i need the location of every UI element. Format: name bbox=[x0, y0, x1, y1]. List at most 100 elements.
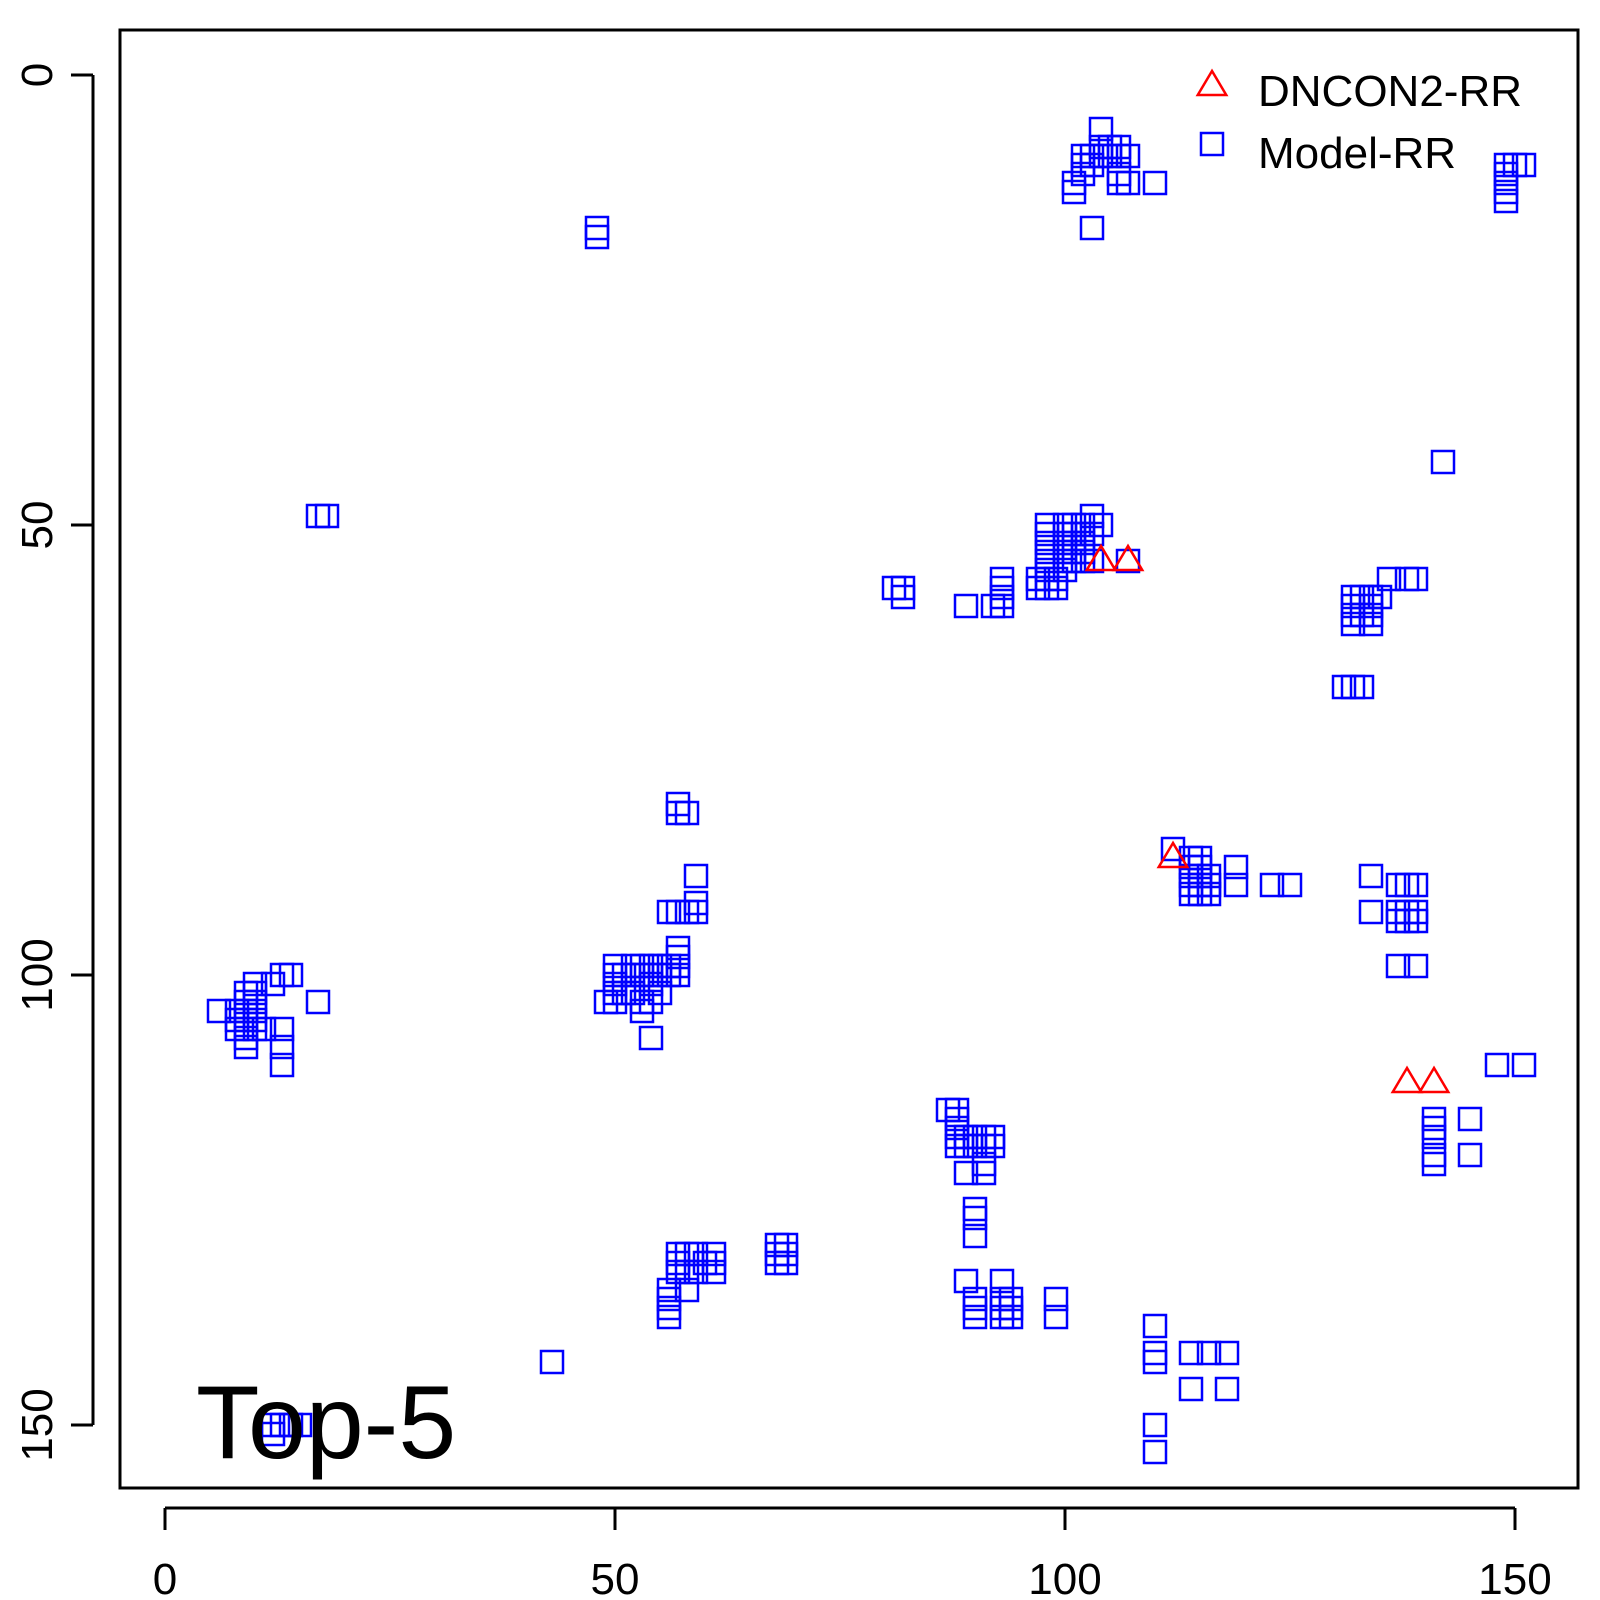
y-tick-label: 0 bbox=[13, 63, 62, 87]
point-triangle bbox=[1156, 840, 1190, 869]
point-square bbox=[773, 1250, 799, 1276]
point-square bbox=[1043, 1286, 1069, 1312]
point-square bbox=[1223, 854, 1249, 880]
point-square bbox=[1079, 503, 1105, 529]
point-square bbox=[1367, 584, 1393, 610]
point-square bbox=[1088, 512, 1114, 538]
point-triangle bbox=[1111, 543, 1145, 572]
point-square bbox=[674, 1277, 700, 1303]
point-square bbox=[665, 800, 691, 826]
point-square bbox=[584, 224, 610, 250]
point-triangle bbox=[1417, 1065, 1451, 1094]
point-square bbox=[1079, 152, 1105, 178]
point-square bbox=[1142, 1313, 1168, 1339]
point-square bbox=[539, 1349, 565, 1375]
point-square bbox=[1394, 899, 1420, 925]
point-square bbox=[314, 503, 340, 529]
point-square bbox=[1115, 143, 1141, 169]
top-k-label: Top-5 bbox=[196, 1365, 456, 1481]
point-square bbox=[953, 1160, 979, 1186]
legend-symbol-triangle bbox=[1195, 68, 1229, 97]
point-square bbox=[1196, 1340, 1222, 1366]
point-square bbox=[1511, 1052, 1537, 1078]
point-square bbox=[881, 575, 907, 601]
point-square bbox=[1043, 1304, 1069, 1330]
axes: 0 50 100 150 0 50 100 150 bbox=[13, 63, 1552, 1600]
point-square bbox=[1457, 1106, 1483, 1132]
y-tick-label: 100 bbox=[13, 938, 62, 1011]
point-square bbox=[971, 1151, 997, 1177]
point-square bbox=[1214, 1340, 1240, 1366]
point-square bbox=[701, 1259, 727, 1285]
point-square bbox=[674, 899, 700, 925]
point-square bbox=[1160, 836, 1186, 862]
series-dncon2-rr bbox=[1084, 543, 1451, 1094]
point-square bbox=[674, 800, 700, 826]
point-square bbox=[260, 971, 286, 997]
point-square bbox=[1142, 1412, 1168, 1438]
point-square bbox=[1088, 116, 1114, 142]
point-square bbox=[989, 1295, 1015, 1321]
x-tick-label: 0 bbox=[153, 1555, 177, 1600]
point-square bbox=[1484, 1052, 1510, 1078]
point-square bbox=[260, 1421, 286, 1447]
point-square bbox=[1142, 1340, 1168, 1366]
point-square bbox=[1511, 152, 1537, 178]
point-square bbox=[1340, 674, 1366, 700]
point-square bbox=[1196, 881, 1222, 907]
point-square bbox=[1079, 215, 1105, 241]
point-square bbox=[1403, 908, 1429, 934]
point-square bbox=[953, 593, 979, 619]
point-square bbox=[764, 1241, 790, 1267]
point-square bbox=[1403, 953, 1429, 979]
x-tick-label: 150 bbox=[1478, 1555, 1551, 1600]
y-tick-label: 50 bbox=[13, 501, 62, 550]
point-square bbox=[1214, 1376, 1240, 1402]
point-square bbox=[1178, 1376, 1204, 1402]
y-tick-label: 150 bbox=[13, 1388, 62, 1461]
point-square bbox=[683, 1241, 709, 1267]
point-square bbox=[251, 1016, 277, 1042]
point-square bbox=[269, 1052, 295, 1078]
point-square bbox=[206, 998, 232, 1024]
point-square bbox=[1385, 953, 1411, 979]
point-square bbox=[1421, 1115, 1447, 1141]
plot-frame bbox=[118, 28, 1580, 1490]
point-square bbox=[1025, 575, 1051, 601]
point-square bbox=[683, 863, 709, 889]
point-square bbox=[989, 593, 1015, 619]
point-square bbox=[1043, 575, 1069, 601]
point-square bbox=[638, 1025, 664, 1051]
point-square bbox=[1142, 1439, 1168, 1465]
point-square bbox=[890, 584, 916, 610]
point-square bbox=[989, 1268, 1015, 1294]
point-square bbox=[1115, 170, 1141, 196]
point-square bbox=[1394, 908, 1420, 934]
x-tick-label: 50 bbox=[591, 1555, 640, 1600]
point-square bbox=[1403, 872, 1429, 898]
point-square bbox=[962, 1196, 988, 1222]
point-square bbox=[1358, 863, 1384, 889]
point-square bbox=[980, 1133, 1006, 1159]
point-square bbox=[683, 1259, 709, 1285]
point-square bbox=[1421, 1124, 1447, 1150]
point-square bbox=[1349, 674, 1375, 700]
point-square bbox=[953, 1268, 979, 1294]
point-triangle bbox=[1390, 1065, 1424, 1094]
point-square bbox=[962, 1223, 988, 1249]
point-square bbox=[629, 998, 655, 1024]
point-square bbox=[656, 1304, 682, 1330]
point-square bbox=[998, 1304, 1024, 1330]
point-square bbox=[287, 1412, 313, 1438]
point-square bbox=[1358, 899, 1384, 925]
legend: DNCON2-RR Model-RR bbox=[1195, 67, 1522, 178]
point-square bbox=[1259, 872, 1285, 898]
point-square bbox=[1277, 872, 1303, 898]
point-square bbox=[773, 1241, 799, 1267]
point-square bbox=[305, 989, 331, 1015]
point-square bbox=[1340, 611, 1366, 637]
point-square bbox=[1376, 566, 1402, 592]
point-square bbox=[1115, 548, 1141, 574]
legend-label: Model-RR bbox=[1258, 129, 1456, 178]
point-square bbox=[638, 971, 664, 997]
